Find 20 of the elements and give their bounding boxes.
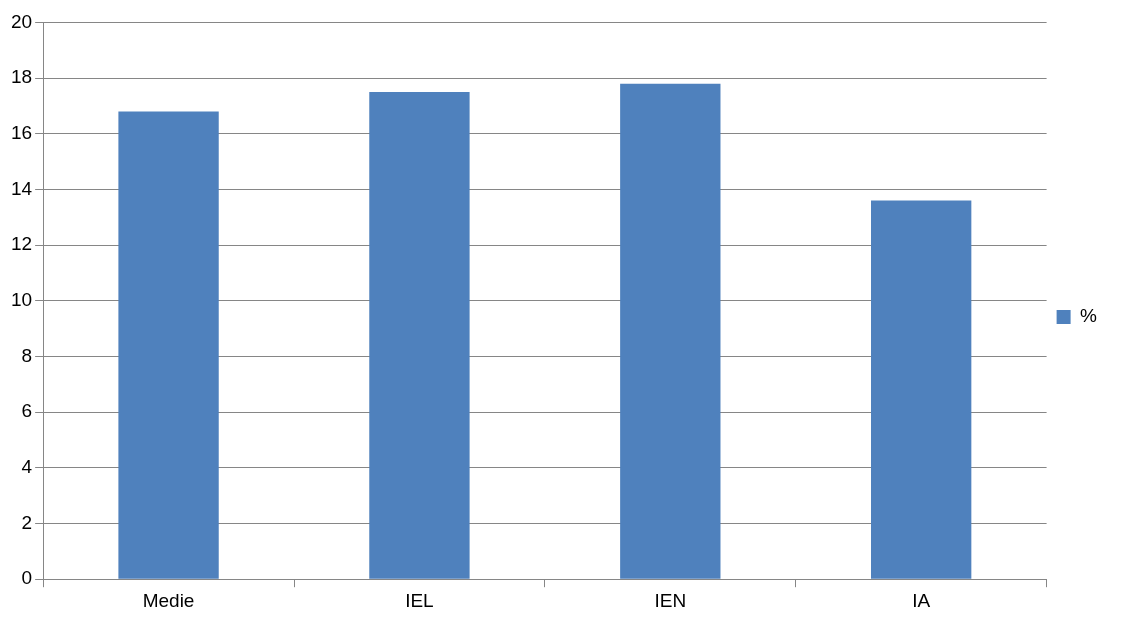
y-tick-label: 8	[21, 344, 33, 366]
x-tick-label: IA	[912, 589, 931, 611]
legend-label: %	[1080, 305, 1098, 327]
bar	[871, 200, 972, 579]
x-tick-label: Medie	[142, 589, 195, 611]
x-tick-label: IEL	[405, 589, 434, 611]
y-tick-label: 6	[21, 400, 33, 422]
x-tick-label: IEN	[654, 589, 687, 611]
bar	[369, 92, 470, 579]
y-tick-label: 4	[21, 456, 33, 478]
y-tick-label: 12	[10, 233, 33, 255]
y-tick-label: 0	[21, 567, 33, 589]
y-tick-label: 10	[10, 289, 33, 311]
y-tick-label: 18	[10, 66, 33, 88]
bar	[620, 83, 721, 579]
y-tick-label: 16	[10, 121, 33, 143]
y-tick-label: 20	[10, 10, 33, 32]
y-tick-label: 2	[21, 511, 33, 533]
bar	[118, 111, 219, 579]
y-tick-label: 14	[10, 177, 33, 199]
